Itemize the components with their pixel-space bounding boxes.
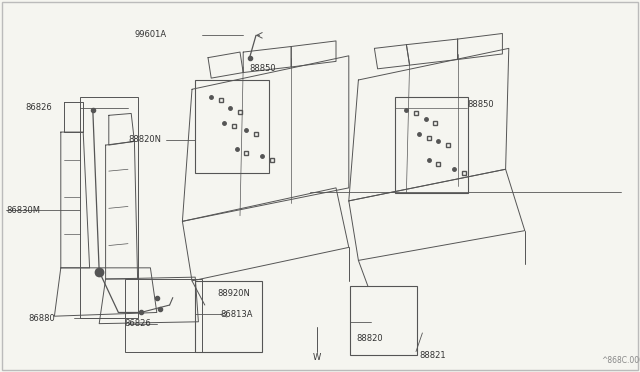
Bar	[195, 281, 262, 352]
Text: 86813A: 86813A	[221, 310, 253, 319]
Text: W: W	[313, 353, 321, 362]
Text: 86826: 86826	[125, 319, 152, 328]
Bar	[80, 97, 138, 318]
Text: 88820N: 88820N	[128, 135, 161, 144]
Text: 86880: 86880	[29, 314, 56, 323]
Text: ^868C.000: ^868C.000	[602, 356, 640, 365]
Text: 88920N: 88920N	[218, 289, 250, 298]
Text: 88850: 88850	[467, 100, 494, 109]
Bar	[125, 279, 202, 352]
Bar	[395, 97, 468, 193]
Text: 88820: 88820	[356, 334, 383, 343]
Text: 86830M: 86830M	[6, 206, 40, 215]
Bar	[195, 80, 269, 173]
Bar	[350, 286, 417, 355]
Text: 88850: 88850	[250, 64, 276, 73]
Text: 99601A: 99601A	[134, 30, 166, 39]
Text: 86826: 86826	[26, 103, 52, 112]
Text: 88821: 88821	[419, 351, 446, 360]
